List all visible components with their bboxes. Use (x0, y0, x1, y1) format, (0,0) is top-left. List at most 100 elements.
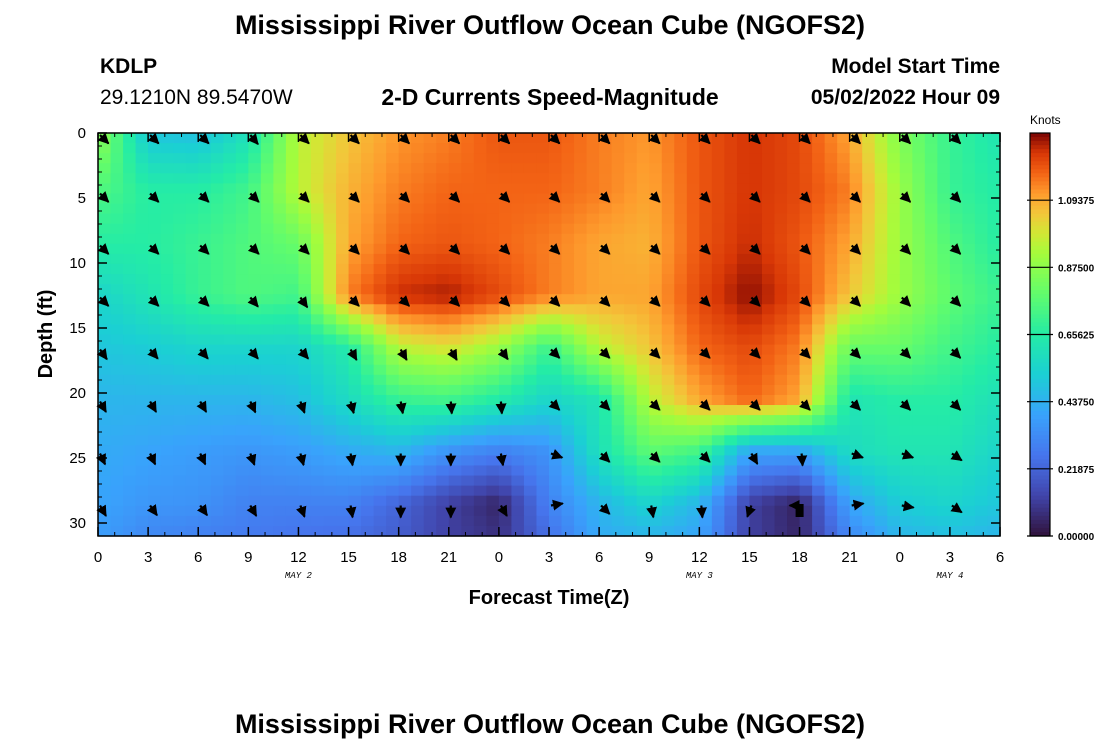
heatmap-cell (924, 394, 938, 406)
heatmap-cell (574, 193, 588, 205)
heatmap-cell (248, 334, 262, 346)
heatmap-cell (962, 525, 976, 537)
heatmap-cell (736, 334, 751, 346)
heatmap-cell (386, 354, 400, 366)
heatmap-cell (586, 435, 600, 446)
heatmap-cell (874, 405, 888, 416)
heatmap-cell (123, 475, 137, 487)
heatmap-cell (862, 233, 876, 245)
heatmap-cell (824, 193, 838, 205)
heatmap-cell (285, 274, 300, 285)
heatmap-cell (924, 223, 938, 235)
heatmap-cell (937, 253, 951, 265)
heatmap-cell (686, 405, 700, 416)
heatmap-cell (436, 465, 450, 477)
heatmap-cell (736, 223, 751, 235)
heatmap-cell (661, 213, 675, 225)
heatmap-cell (924, 465, 938, 477)
heatmap-cell (624, 425, 638, 436)
heatmap-cell (761, 394, 776, 406)
heatmap-cell (98, 233, 112, 245)
heatmap-cell (549, 455, 563, 467)
heatmap-cell (373, 445, 387, 456)
heatmap-cell (98, 183, 112, 195)
heatmap-cell (386, 475, 400, 487)
heatmap-cell (173, 374, 187, 386)
current-vector (949, 243, 962, 255)
heatmap-cell (323, 223, 337, 235)
heatmap-cell (135, 485, 149, 497)
heatmap-cell (574, 263, 588, 275)
heatmap-cell (511, 153, 525, 164)
heatmap-cell (386, 384, 400, 396)
heatmap-cell (323, 485, 337, 497)
heatmap-cell (173, 304, 187, 315)
heatmap-cell (974, 193, 989, 205)
heatmap-cell (298, 253, 312, 265)
heatmap-cell (899, 183, 913, 195)
heatmap-cell (574, 525, 588, 537)
heatmap-cell (837, 213, 851, 225)
heatmap-cell (749, 304, 763, 315)
heatmap-cell (298, 324, 312, 336)
heatmap-cell (837, 435, 851, 446)
heatmap-cell (937, 304, 951, 315)
heatmap-cell (173, 153, 187, 164)
heatmap-cell (473, 173, 487, 184)
heatmap-cell (423, 465, 437, 477)
heatmap-cell (674, 294, 688, 305)
heatmap-cell (812, 263, 826, 275)
heatmap-cell (599, 394, 613, 406)
heatmap-cell (749, 153, 763, 164)
heatmap-cell (310, 314, 325, 326)
heatmap-cell (549, 394, 563, 406)
heatmap-cell (761, 263, 776, 275)
heatmap-cell (624, 243, 638, 255)
heatmap-cell (523, 475, 538, 487)
current-vector (548, 191, 561, 203)
heatmap-cell (849, 183, 863, 195)
heatmap-cell (561, 324, 575, 336)
heatmap-cell (962, 415, 976, 426)
heatmap-cell (461, 515, 475, 527)
heatmap-cell (649, 485, 663, 497)
colorbar-segment (1030, 415, 1050, 420)
heatmap-cell (336, 173, 350, 184)
heatmap-cell (711, 153, 725, 164)
heatmap-cell (235, 263, 249, 275)
heatmap-cell (837, 455, 851, 467)
heatmap-cell (724, 143, 738, 154)
heatmap-cell (937, 354, 951, 366)
heatmap-cell (361, 415, 375, 426)
heatmap-cell (160, 324, 174, 336)
heatmap-cell (260, 475, 274, 487)
heatmap-cell (574, 243, 588, 255)
heatmap-cell (486, 515, 500, 527)
heatmap-cell (185, 475, 199, 487)
heatmap-cell (874, 525, 888, 537)
current-vector (749, 191, 761, 203)
heatmap-cell (98, 425, 112, 436)
heatmap-cell (912, 243, 926, 255)
heatmap-cell (235, 324, 249, 336)
heatmap-cell (386, 274, 400, 285)
colorbar-segment (1030, 378, 1050, 384)
current-vector (648, 399, 661, 411)
heatmap-cell (561, 465, 575, 477)
heatmap-cell (148, 445, 162, 456)
heatmap-cell (711, 445, 725, 456)
heatmap-cell (511, 495, 525, 507)
heatmap-cell (949, 324, 964, 336)
heatmap-cell (135, 143, 149, 154)
heatmap-cell (611, 324, 625, 336)
heatmap-cell (636, 143, 650, 154)
heatmap-cell (749, 213, 763, 225)
heatmap-cell (899, 415, 913, 426)
heatmap-cell (924, 505, 938, 517)
heatmap-cell (724, 133, 738, 144)
heatmap-cell (386, 505, 400, 517)
heatmap-cell (949, 384, 964, 396)
colorbar-segment (1030, 451, 1050, 456)
heatmap-cell (561, 505, 575, 517)
heatmap-cell (386, 183, 400, 195)
